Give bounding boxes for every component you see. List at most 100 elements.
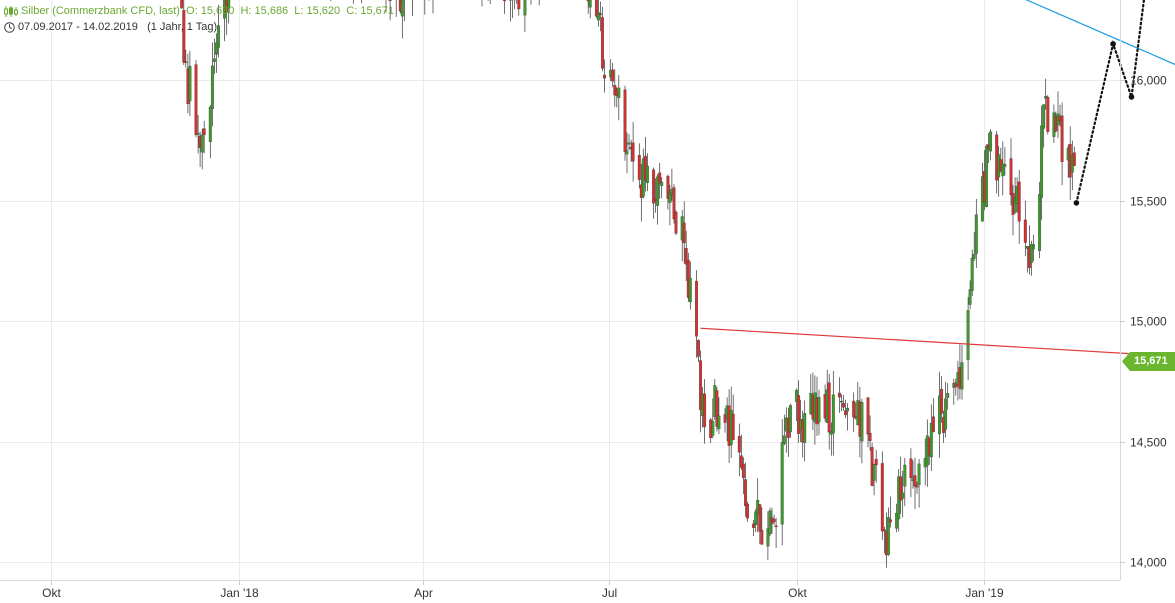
y-tick-label: 16,000: [1130, 74, 1167, 88]
candle-down: [398, 0, 402, 12]
candle-down: [674, 211, 678, 234]
x-axis: Okt Jan '18 Apr Jul Okt Jan '19: [42, 580, 1004, 600]
ohlc-values: O: 15,630 H: 15,686 L: 15,620 C: 15,671: [186, 5, 394, 18]
candle-up: [688, 278, 692, 303]
y-tick-label: 14,000: [1130, 556, 1167, 570]
candle-up: [1032, 244, 1035, 250]
candle-up: [985, 145, 988, 208]
candle-down: [1017, 181, 1021, 222]
candle-down: [631, 142, 635, 162]
candle-up: [872, 464, 876, 481]
candle-up: [1003, 164, 1007, 167]
instrument-name: Silber (Commerzbank CFD, last): [21, 5, 180, 18]
candle-down: [874, 458, 878, 466]
candle-up: [1042, 104, 1046, 129]
candle-down: [672, 187, 676, 220]
candle-down: [741, 463, 745, 479]
candle-down: [586, 0, 590, 2]
candle-down: [388, 0, 392, 2]
candle-down: [611, 69, 615, 82]
candle-down: [868, 433, 872, 441]
y-tick-label: 15,500: [1130, 195, 1167, 209]
clock-icon: [4, 21, 15, 33]
candle-down: [940, 389, 944, 414]
candle-up: [523, 0, 527, 16]
candle-up: [212, 58, 216, 62]
candle-down: [637, 155, 641, 180]
grid-lines: [0, 0, 1120, 580]
candle-down: [1009, 158, 1013, 196]
candle-down: [739, 455, 743, 468]
candle-up: [766, 528, 770, 547]
candle-down: [601, 17, 604, 69]
forecast-line: [1075, 0, 1146, 204]
candle-down: [682, 222, 686, 244]
candle-down: [723, 414, 727, 423]
candle-down: [772, 519, 776, 522]
candle-up: [208, 106, 212, 142]
candle-down: [1060, 115, 1064, 163]
candle-up: [1001, 163, 1005, 177]
candle-up: [817, 396, 821, 423]
candle-down: [699, 360, 702, 410]
last-price-label: 15,671: [1134, 355, 1168, 367]
y-axis: 14,00014,50015,00015,50016,00016,50017,0…: [1120, 74, 1167, 570]
candle-down: [184, 61, 188, 63]
candle-up: [929, 423, 933, 458]
candle-up: [970, 257, 974, 291]
candle-up: [968, 289, 972, 305]
candle-down: [889, 519, 892, 523]
candle-up: [938, 395, 941, 435]
candle-down: [931, 416, 935, 433]
candle-down: [731, 413, 735, 440]
candle-down: [1046, 96, 1050, 132]
candle-up: [840, 400, 843, 403]
candle-down: [882, 529, 886, 531]
forecast-point: [1073, 200, 1080, 206]
candle-down: [915, 485, 919, 488]
candle-up: [803, 413, 807, 443]
candle-down: [842, 403, 845, 408]
forecast-path: [1073, 0, 1146, 206]
candle-down: [1023, 219, 1027, 243]
candle-down: [752, 523, 756, 528]
candle-down: [594, 0, 598, 17]
candle-down: [503, 0, 506, 2]
candle-up: [200, 134, 204, 153]
candle-down: [666, 175, 670, 199]
candle-down: [746, 503, 749, 519]
candle-up: [656, 176, 660, 206]
candle-up: [960, 362, 964, 390]
x-tick-label: Apr: [414, 586, 433, 600]
last-price-badge: 15,671: [1122, 352, 1175, 371]
candle-up: [188, 66, 192, 102]
candle-down: [517, 0, 521, 10]
candle-up: [972, 254, 976, 259]
candle-up: [895, 512, 899, 529]
candle-up: [782, 435, 786, 444]
candle-up: [215, 42, 218, 55]
forecast-point: [1110, 41, 1116, 47]
interval-label: (1 Jahr, 1 Tag): [147, 21, 218, 34]
candle-up: [227, 0, 231, 9]
candlestick-icon: [4, 5, 18, 17]
support-trendline: [700, 327, 1175, 357]
candle-down: [652, 169, 656, 204]
candle-up: [860, 402, 864, 442]
forecast-point: [1128, 94, 1135, 100]
candle-up: [788, 405, 792, 433]
candle-down: [658, 172, 662, 184]
x-tick-label: Jan '18: [220, 586, 259, 600]
instrument-header: Silber (Commerzbank CFD, last) O: 15,630…: [4, 5, 394, 17]
candle-up: [588, 0, 592, 8]
candle-up: [1029, 244, 1033, 263]
candle-down: [758, 504, 762, 532]
candlestick-series: [180, 0, 1076, 568]
candle-down: [194, 64, 198, 135]
candle-up: [901, 492, 905, 499]
candle-down: [599, 13, 602, 15]
candle-down: [703, 393, 707, 428]
candle-up: [903, 464, 907, 487]
x-tick-label: Okt: [42, 586, 61, 600]
